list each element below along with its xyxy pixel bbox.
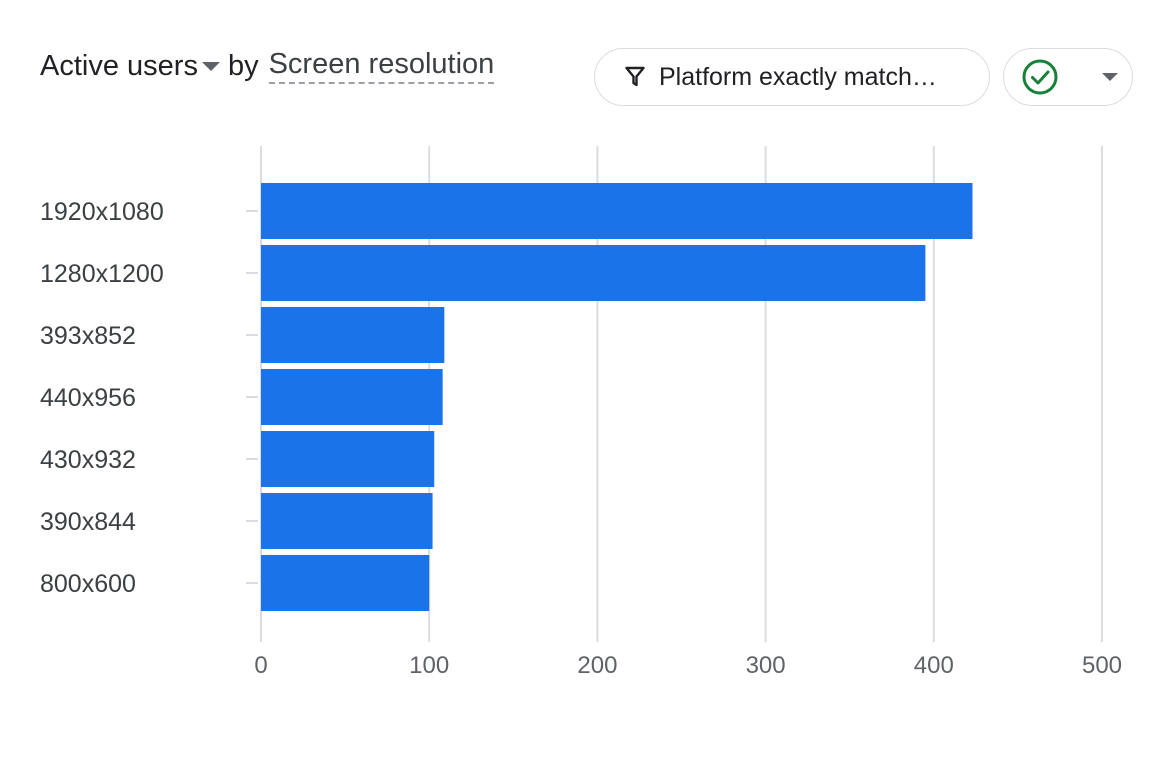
x-tick-label: 200 — [577, 652, 617, 679]
status-dropdown[interactable] — [1003, 48, 1133, 106]
x-tick-label: 500 — [1082, 652, 1122, 679]
dimension-selector[interactable]: Screen resolution — [268, 48, 495, 84]
category-label: 1920x1080 — [40, 198, 164, 226]
filter-icon — [625, 66, 645, 87]
chart-header: Active users by Screen resolution — [40, 48, 495, 84]
x-tick-label: 100 — [409, 652, 449, 679]
category-label: 430x932 — [40, 446, 136, 474]
bar — [261, 369, 443, 425]
caret-down-icon — [201, 61, 220, 71]
bar — [261, 307, 445, 363]
x-tick-label: 0 — [254, 652, 267, 679]
category-label: 390x844 — [40, 508, 136, 536]
metric-selector[interactable]: Active users — [40, 50, 228, 83]
by-text: by — [227, 49, 259, 82]
category-label: 1280x1200 — [40, 260, 164, 288]
bar — [261, 555, 430, 611]
category-label: 393x852 — [40, 322, 136, 350]
bar — [261, 245, 926, 301]
x-tick-label: 300 — [746, 652, 786, 679]
x-tick-label: 400 — [914, 652, 954, 679]
check-circle-icon — [1022, 59, 1058, 95]
metric-label: Active users — [40, 49, 198, 82]
filter-label: Platform exactly match… — [659, 62, 937, 91]
chevron-down-icon — [1102, 73, 1118, 81]
category-label: 440x956 — [40, 384, 136, 412]
bar — [261, 493, 433, 549]
bar — [261, 431, 435, 487]
category-label: 800x600 — [40, 570, 136, 598]
bar — [261, 183, 973, 239]
filter-chip[interactable]: Platform exactly match… — [594, 48, 990, 106]
